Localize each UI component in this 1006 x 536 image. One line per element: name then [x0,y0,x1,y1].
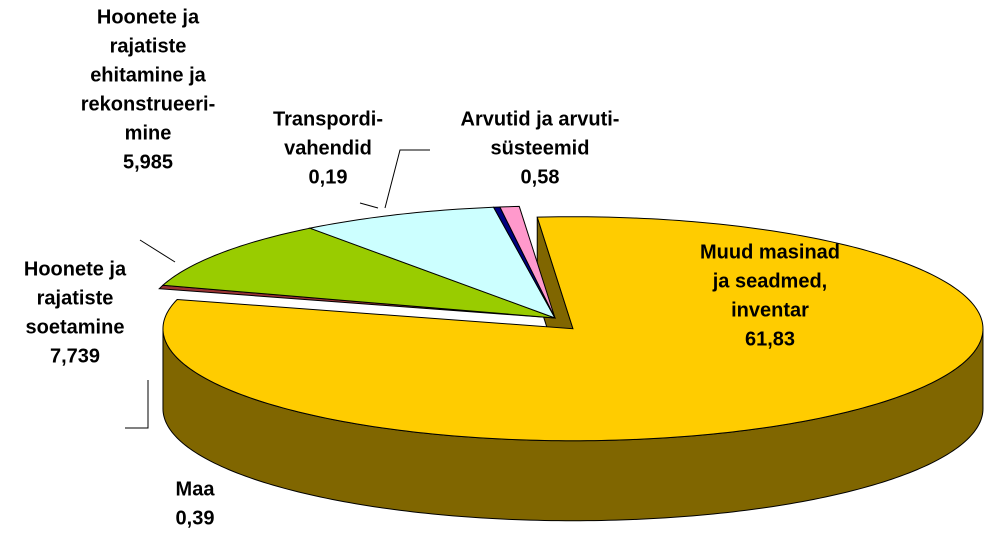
pie-slice [162,216,984,442]
value-label: 61,83 [745,329,795,351]
value-label: 0,19 [309,167,348,189]
slice-label: mine [125,123,172,145]
labels: Muud masinad ja seadmed, inventar 61,83 Maa 0… [24,7,840,530]
value-label: 7,739 [50,346,100,368]
pie-slice [499,205,556,319]
slice-label: rekonstrueeri- [81,94,216,116]
leader-line [125,380,149,429]
value-label: 5,985 [123,152,173,174]
pie-tops [158,205,984,442]
slice-label: inventar [731,300,809,322]
slice-label: ehitamine ja [90,65,206,87]
slice-label: soetamine [26,317,125,339]
slice-label: Transpordi- [273,109,383,131]
slice-label: rajatiste [37,288,114,310]
slice-label: Hoonete ja [24,259,127,281]
slice-label: Muud masinad [700,242,840,264]
slice-label: vahendid [284,138,372,160]
value-label: 0,58 [521,167,560,189]
leader-line [359,202,379,209]
slice-label: ja seadmed, [712,271,828,293]
slice-label: rajatiste [110,36,187,58]
slice-label: Hoonete ja [97,7,200,29]
slice-label: Arvutid ja arvuti- [461,109,620,131]
leader-line [139,239,176,263]
leader-lines [125,149,430,429]
value-label: 0,39 [176,508,215,530]
pie-slice [308,206,557,319]
pie-slice [161,227,556,319]
slice-label: Maa [176,479,216,501]
leader-line [384,149,430,209]
slice-label: süsteemid [491,138,590,160]
